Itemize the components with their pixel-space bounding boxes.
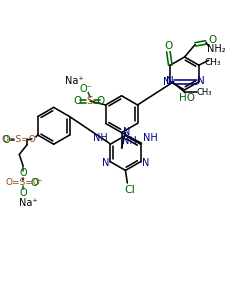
Text: N: N [163,77,170,87]
Text: O⁻: O⁻ [30,178,43,188]
Text: NH: NH [143,133,158,143]
Text: Na⁺: Na⁺ [65,76,84,86]
Text: CH₃: CH₃ [196,88,212,97]
Text: Cl: Cl [125,185,136,195]
Text: N: N [123,127,130,137]
Text: N: N [197,76,205,86]
Text: NH: NH [122,136,137,146]
Text: Na⁺: Na⁺ [19,198,37,208]
Text: N: N [142,158,149,168]
Text: O=S=O: O=S=O [2,135,37,144]
Text: NH: NH [93,133,108,143]
Text: O: O [3,135,11,145]
Text: O: O [19,168,27,178]
Text: S: S [87,96,93,106]
Text: NH₂: NH₂ [207,44,226,54]
Text: HO: HO [179,93,195,103]
Text: O: O [19,188,27,198]
Text: N: N [102,158,109,168]
Text: O⁻: O⁻ [80,85,93,95]
Text: CH₃: CH₃ [204,58,221,67]
Text: O: O [73,96,82,106]
Text: O=S=O: O=S=O [6,178,41,187]
Text: O: O [209,35,217,45]
Text: O: O [164,41,172,51]
Text: O: O [97,96,105,106]
Text: N: N [166,76,174,86]
